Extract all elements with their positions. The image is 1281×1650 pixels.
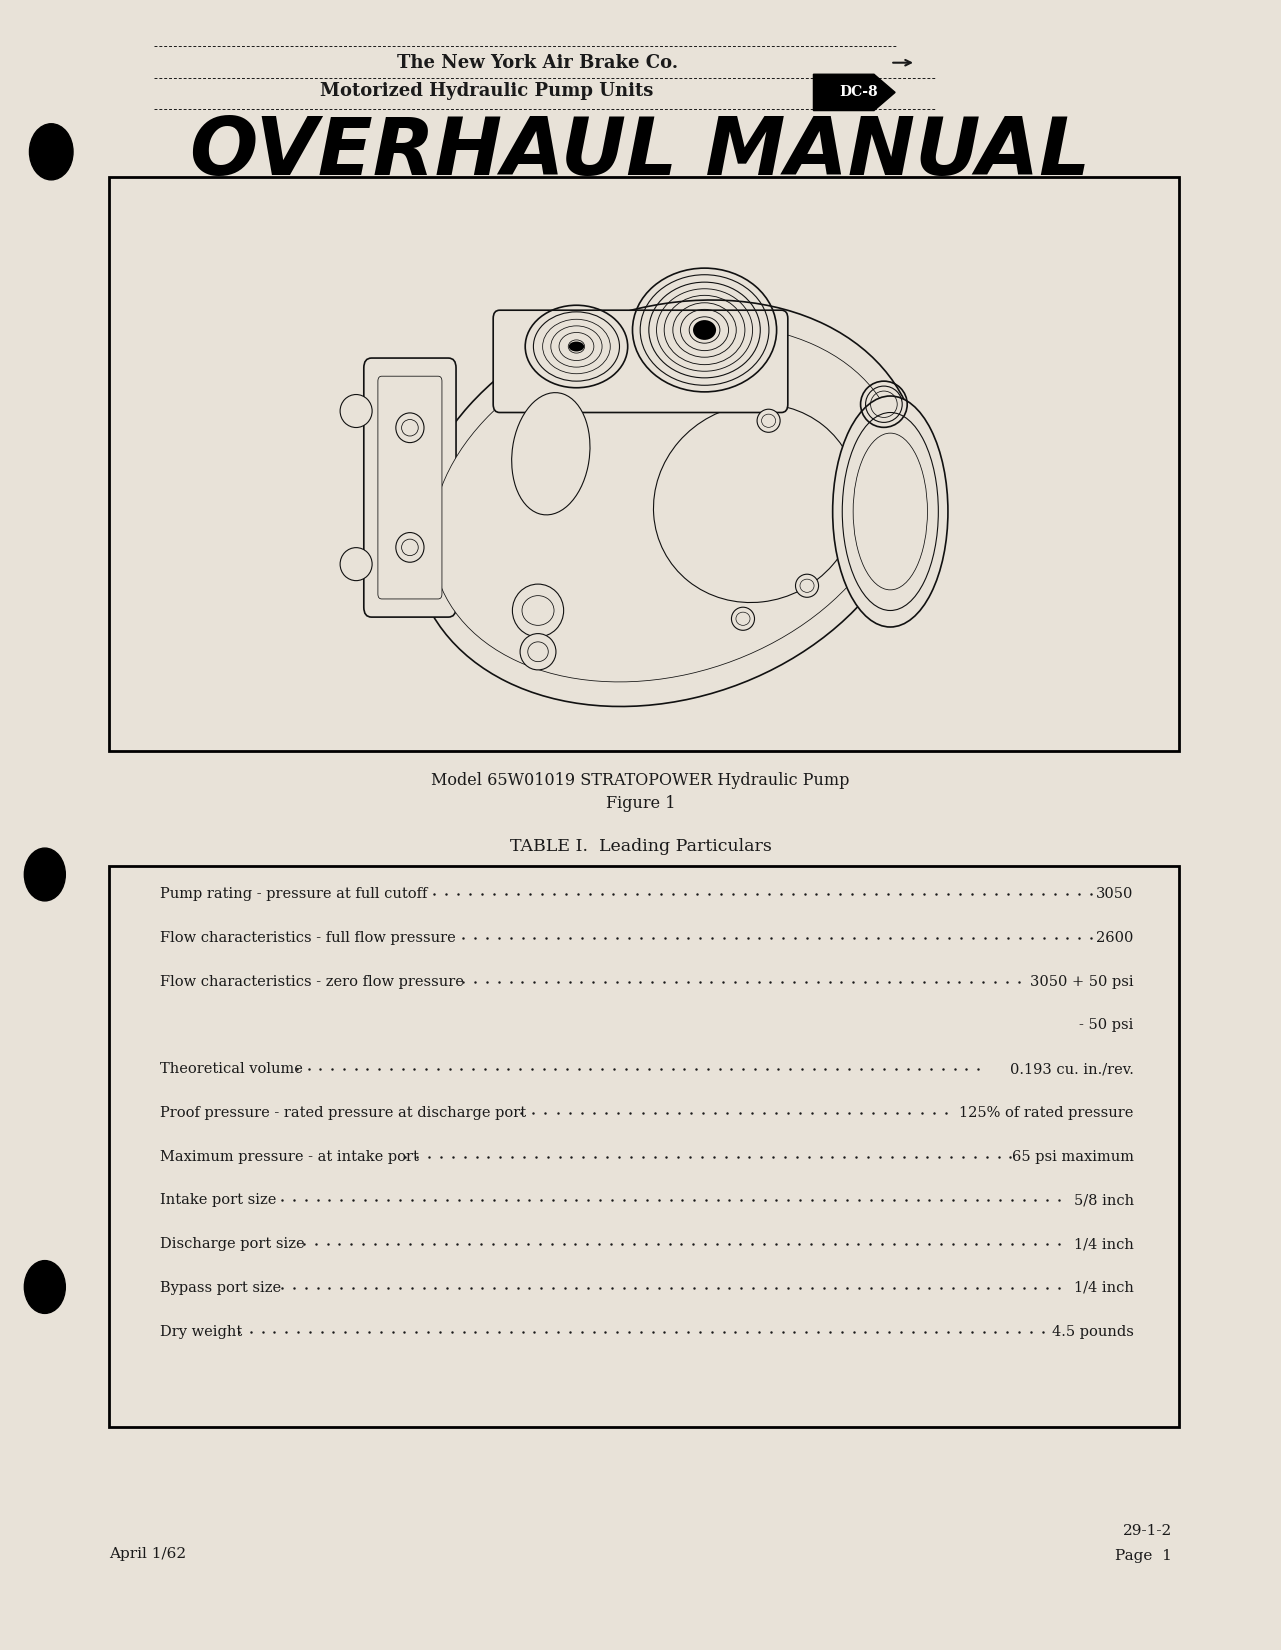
Ellipse shape (523, 596, 553, 625)
Ellipse shape (735, 612, 749, 625)
Text: Theoretical volume: Theoretical volume (160, 1063, 304, 1076)
Text: 125% of rated pressure: 125% of rated pressure (959, 1106, 1134, 1120)
Text: Discharge port size: Discharge port size (160, 1238, 305, 1251)
Text: Figure 1: Figure 1 (606, 795, 675, 812)
Ellipse shape (341, 394, 373, 427)
Ellipse shape (432, 325, 901, 681)
Text: 1/4 inch: 1/4 inch (1073, 1238, 1134, 1251)
Ellipse shape (693, 320, 716, 340)
Text: Motorized Hydraulic Pump Units: Motorized Hydraulic Pump Units (320, 82, 653, 99)
Text: 3050: 3050 (1097, 888, 1134, 901)
Text: Flow characteristics - zero flow pressure: Flow characteristics - zero flow pressur… (160, 975, 464, 988)
Text: DC-8: DC-8 (839, 86, 877, 99)
FancyBboxPatch shape (378, 376, 442, 599)
Ellipse shape (569, 342, 584, 351)
Text: 1/4 inch: 1/4 inch (1073, 1280, 1134, 1295)
Ellipse shape (402, 540, 419, 556)
Ellipse shape (833, 396, 948, 627)
Text: 29-1-2: 29-1-2 (1123, 1525, 1172, 1538)
Text: 4.5 pounds: 4.5 pounds (1052, 1325, 1134, 1338)
Text: - 50 psi: - 50 psi (1080, 1018, 1134, 1033)
Ellipse shape (396, 412, 424, 442)
FancyBboxPatch shape (493, 310, 788, 412)
Text: OVERHAUL MANUAL: OVERHAUL MANUAL (191, 114, 1090, 193)
Text: TABLE I.  Leading Particulars: TABLE I. Leading Particulars (510, 838, 771, 855)
FancyBboxPatch shape (364, 358, 456, 617)
Ellipse shape (796, 574, 819, 597)
Text: 3050 + 50 psi: 3050 + 50 psi (1030, 975, 1134, 988)
Text: Flow characteristics - full flow pressure: Flow characteristics - full flow pressur… (160, 931, 456, 945)
Text: Dry weight: Dry weight (160, 1325, 242, 1338)
Text: Pump rating - pressure at full cutoff: Pump rating - pressure at full cutoff (160, 888, 428, 901)
Text: The New York Air Brake Co.: The New York Air Brake Co. (397, 54, 679, 71)
Ellipse shape (853, 432, 927, 591)
Ellipse shape (402, 419, 419, 436)
FancyBboxPatch shape (109, 177, 1179, 751)
Ellipse shape (396, 533, 424, 563)
Ellipse shape (761, 414, 775, 427)
Ellipse shape (653, 404, 858, 602)
Text: Model 65W01019 STRATOPOWER Hydraulic Pump: Model 65W01019 STRATOPOWER Hydraulic Pum… (432, 772, 849, 789)
Text: Bypass port size: Bypass port size (160, 1280, 282, 1295)
Ellipse shape (757, 409, 780, 432)
Ellipse shape (341, 548, 373, 581)
Ellipse shape (412, 300, 920, 706)
Text: 2600: 2600 (1097, 931, 1134, 945)
Circle shape (24, 848, 65, 901)
Text: 5/8 inch: 5/8 inch (1073, 1193, 1134, 1208)
Ellipse shape (528, 642, 548, 662)
Ellipse shape (843, 412, 938, 610)
Text: 0.193 cu. in./rev.: 0.193 cu. in./rev. (1009, 1063, 1134, 1076)
Text: Proof pressure - rated pressure at discharge port: Proof pressure - rated pressure at disch… (160, 1106, 526, 1120)
Ellipse shape (799, 579, 815, 592)
Text: Intake port size: Intake port size (160, 1193, 277, 1208)
Circle shape (29, 124, 73, 180)
Text: 65 psi maximum: 65 psi maximum (1012, 1150, 1134, 1163)
Ellipse shape (520, 634, 556, 670)
Circle shape (24, 1261, 65, 1313)
Ellipse shape (512, 584, 564, 637)
FancyArrow shape (813, 74, 895, 111)
Text: Maximum pressure - at intake port: Maximum pressure - at intake port (160, 1150, 419, 1163)
Text: Page  1: Page 1 (1116, 1549, 1172, 1563)
Text: April 1/62: April 1/62 (109, 1548, 186, 1561)
Ellipse shape (511, 393, 591, 515)
FancyBboxPatch shape (109, 866, 1179, 1427)
Ellipse shape (731, 607, 755, 630)
